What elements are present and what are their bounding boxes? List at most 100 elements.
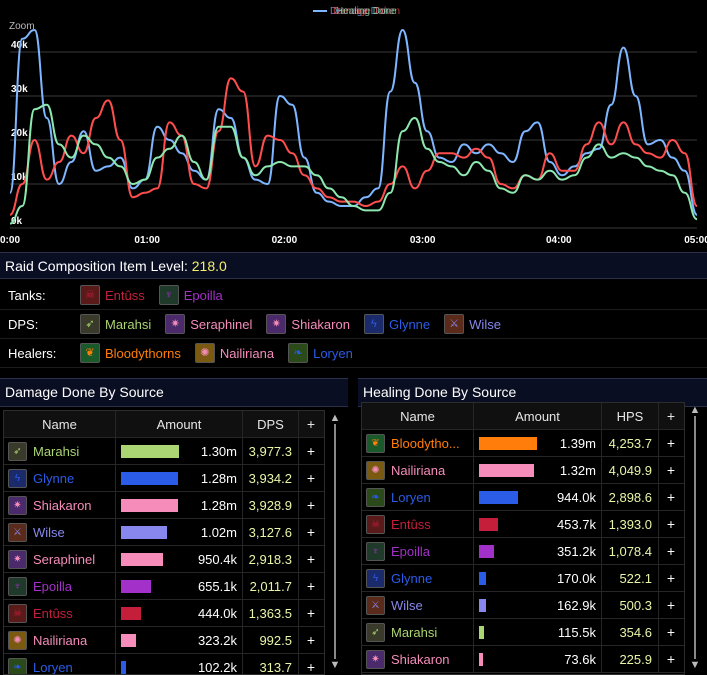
name-cell: ❦ Bloodytho... [362,430,474,456]
expand-row-button[interactable]: + [306,605,316,621]
table-row[interactable]: ❦ Bloodytho... 1.39m 4,253.7 + [362,430,684,457]
source-name: Shiakaron [391,651,450,667]
amount-bar [121,661,126,674]
legend-entry: Damage Done [330,6,395,17]
table-header: Name Amount HPS + [362,403,684,430]
table-row[interactable]: ➶ Marahsi 115.5k 354.6 + [362,619,684,646]
expand-row-button[interactable]: + [306,497,316,513]
amount-value: 1.02m [200,524,237,540]
zoom-label: Zoom [9,21,35,32]
table-row[interactable]: ❧ Loryen 944.0k 2,898.6 + [362,484,684,511]
demon-icon: ♆ [158,285,179,305]
column-name-header[interactable]: Name [4,411,116,437]
table-row[interactable]: ✺ Nailiriana 323.2k 992.5 + [4,627,324,654]
raid-member[interactable]: ♆ Epoilla [158,285,223,305]
column-rate-header[interactable]: HPS [602,403,659,429]
holy-light-icon: ✺ [366,460,385,480]
name-cell: ❧ Loryen [4,654,116,675]
amount-bar [479,437,537,450]
expand-row-button[interactable]: + [306,659,316,675]
expand-row-button[interactable]: + [666,651,676,667]
amount-value: 73.6k [564,651,596,667]
expand-row-button[interactable]: + [306,443,316,459]
scroll-up-icon[interactable]: ▲ [689,404,701,416]
table-row[interactable]: ϟ Glynne 170.0k 522.1 + [362,565,684,592]
lightning-icon: ϟ [8,468,27,488]
source-name: Loryen [33,659,73,675]
x-tick-label: 05:00 [684,235,707,246]
arcane-icon: ✷ [8,495,27,515]
expand-row-button[interactable]: + [666,435,676,451]
amount-bar [121,553,163,566]
raid-member[interactable]: ϟ Glynne [363,314,430,334]
raid-member[interactable]: ❧ Loryen [288,343,353,363]
raid-member[interactable]: ✷ Seraphinel [165,314,252,334]
source-name: Seraphinel [33,551,96,567]
x-tick-label: 01:00 [134,235,160,246]
expand-row-button[interactable]: + [666,570,676,586]
rate-value: 4,049.9 [602,457,659,483]
raid-member[interactable]: ➶ Marahsi [80,314,151,334]
amount-cell: 444.0k [116,600,243,626]
scroll-down-icon[interactable]: ▼ [689,659,701,671]
expand-row-button[interactable]: + [666,462,676,478]
table-row[interactable]: ✷ Seraphinel 950.4k 2,918.3 + [4,546,324,573]
amount-value: 944.0k [556,489,596,505]
scroll-up-icon[interactable]: ▲ [329,412,341,424]
add-column-button[interactable]: + [306,416,316,432]
healing-scrollbar[interactable]: ▲ ▼ [688,402,702,673]
source-name: Nailiriana [33,632,88,648]
amount-cell: 170.0k [474,565,602,591]
scroll-down-icon[interactable]: ▼ [329,659,341,671]
table-row[interactable]: ☠ Entûss 444.0k 1,363.5 + [4,600,324,627]
table-row[interactable]: ➶ Marahsi 1.30m 3,977.3 + [4,438,324,465]
series-line [9,28,698,216]
table-row[interactable]: ❧ Loryen 102.2k 313.7 + [4,654,324,675]
name-cell: ➶ Marahsi [4,438,116,464]
rate-value: 1,078.4 [602,538,659,564]
expand-row-button[interactable]: + [306,551,316,567]
amount-value: 444.0k [197,605,237,621]
raid-member[interactable]: ⚔ Wilse [444,314,501,334]
damage-scrollbar[interactable]: ▲ ▼ [328,410,342,673]
x-tick-label: 0:00 [0,235,20,246]
expand-row-button[interactable]: + [666,624,676,640]
table-row[interactable]: ♆ Epoilla 655.1k 2,011.7 + [4,573,324,600]
table-row[interactable]: ✷ Shiakaron 1.28m 3,928.9 + [4,492,324,519]
raid-member[interactable]: ✷ Shiakaron [266,314,350,334]
table-row[interactable]: ✺ Nailiriana 1.32m 4,049.9 + [362,457,684,484]
table-row[interactable]: ϟ Glynne 1.28m 3,934.2 + [4,465,324,492]
table-row[interactable]: ☠ Entûss 453.7k 1,393.0 + [362,511,684,538]
expand-row-button[interactable]: + [666,597,676,613]
raid-member[interactable]: ☠ Entûss [80,285,145,305]
table-row[interactable]: ✷ Shiakaron 73.6k 225.9 + [362,646,684,673]
raid-member[interactable]: ❦ Bloodythorns [80,343,181,363]
damage-done-table: Name Amount DPS + ➶ Marahsi 1.30m 3,977.3 + ϟ Glyn… [3,410,325,675]
role-label: DPS: [8,316,39,332]
table-row[interactable]: ♆ Epoilla 351.2k 1,078.4 + [362,538,684,565]
timeline-chart[interactable]: 40k 30k 20k 10k 0k 0:00 01:00 02:00 03:00 04:00 05… [0,0,707,246]
amount-value: 1.39m [559,435,596,451]
skull-icon: ☠ [8,603,27,623]
amount-bar [479,653,483,666]
name-cell: ⚔ Wilse [362,592,474,618]
expand-row-button[interactable]: + [666,516,676,532]
table-row[interactable]: ⚔ Wilse 162.9k 500.3 + [362,592,684,619]
raid-member[interactable]: ✺ Nailiriana [194,343,274,363]
column-amount-header[interactable]: Amount [474,403,602,429]
expand-row-button[interactable]: + [666,543,676,559]
lightning-icon: ϟ [363,314,384,334]
table-row[interactable]: ⚔ Wilse 1.02m 3,127.6 + [4,519,324,546]
expand-row-button[interactable]: + [306,470,316,486]
column-amount-header[interactable]: Amount [116,411,243,437]
expand-row-button[interactable]: + [306,632,316,648]
expand-row-button[interactable]: + [666,489,676,505]
column-name-header[interactable]: Name [362,403,474,429]
expand-row-button[interactable]: + [306,524,316,540]
column-rate-header[interactable]: DPS [243,411,299,437]
table-header: Name Amount DPS + [4,411,324,438]
y-tick-label: 10k [11,172,28,183]
add-column-button[interactable]: + [666,408,676,424]
name-cell: ϟ Glynne [4,465,116,491]
expand-row-button[interactable]: + [306,578,316,594]
